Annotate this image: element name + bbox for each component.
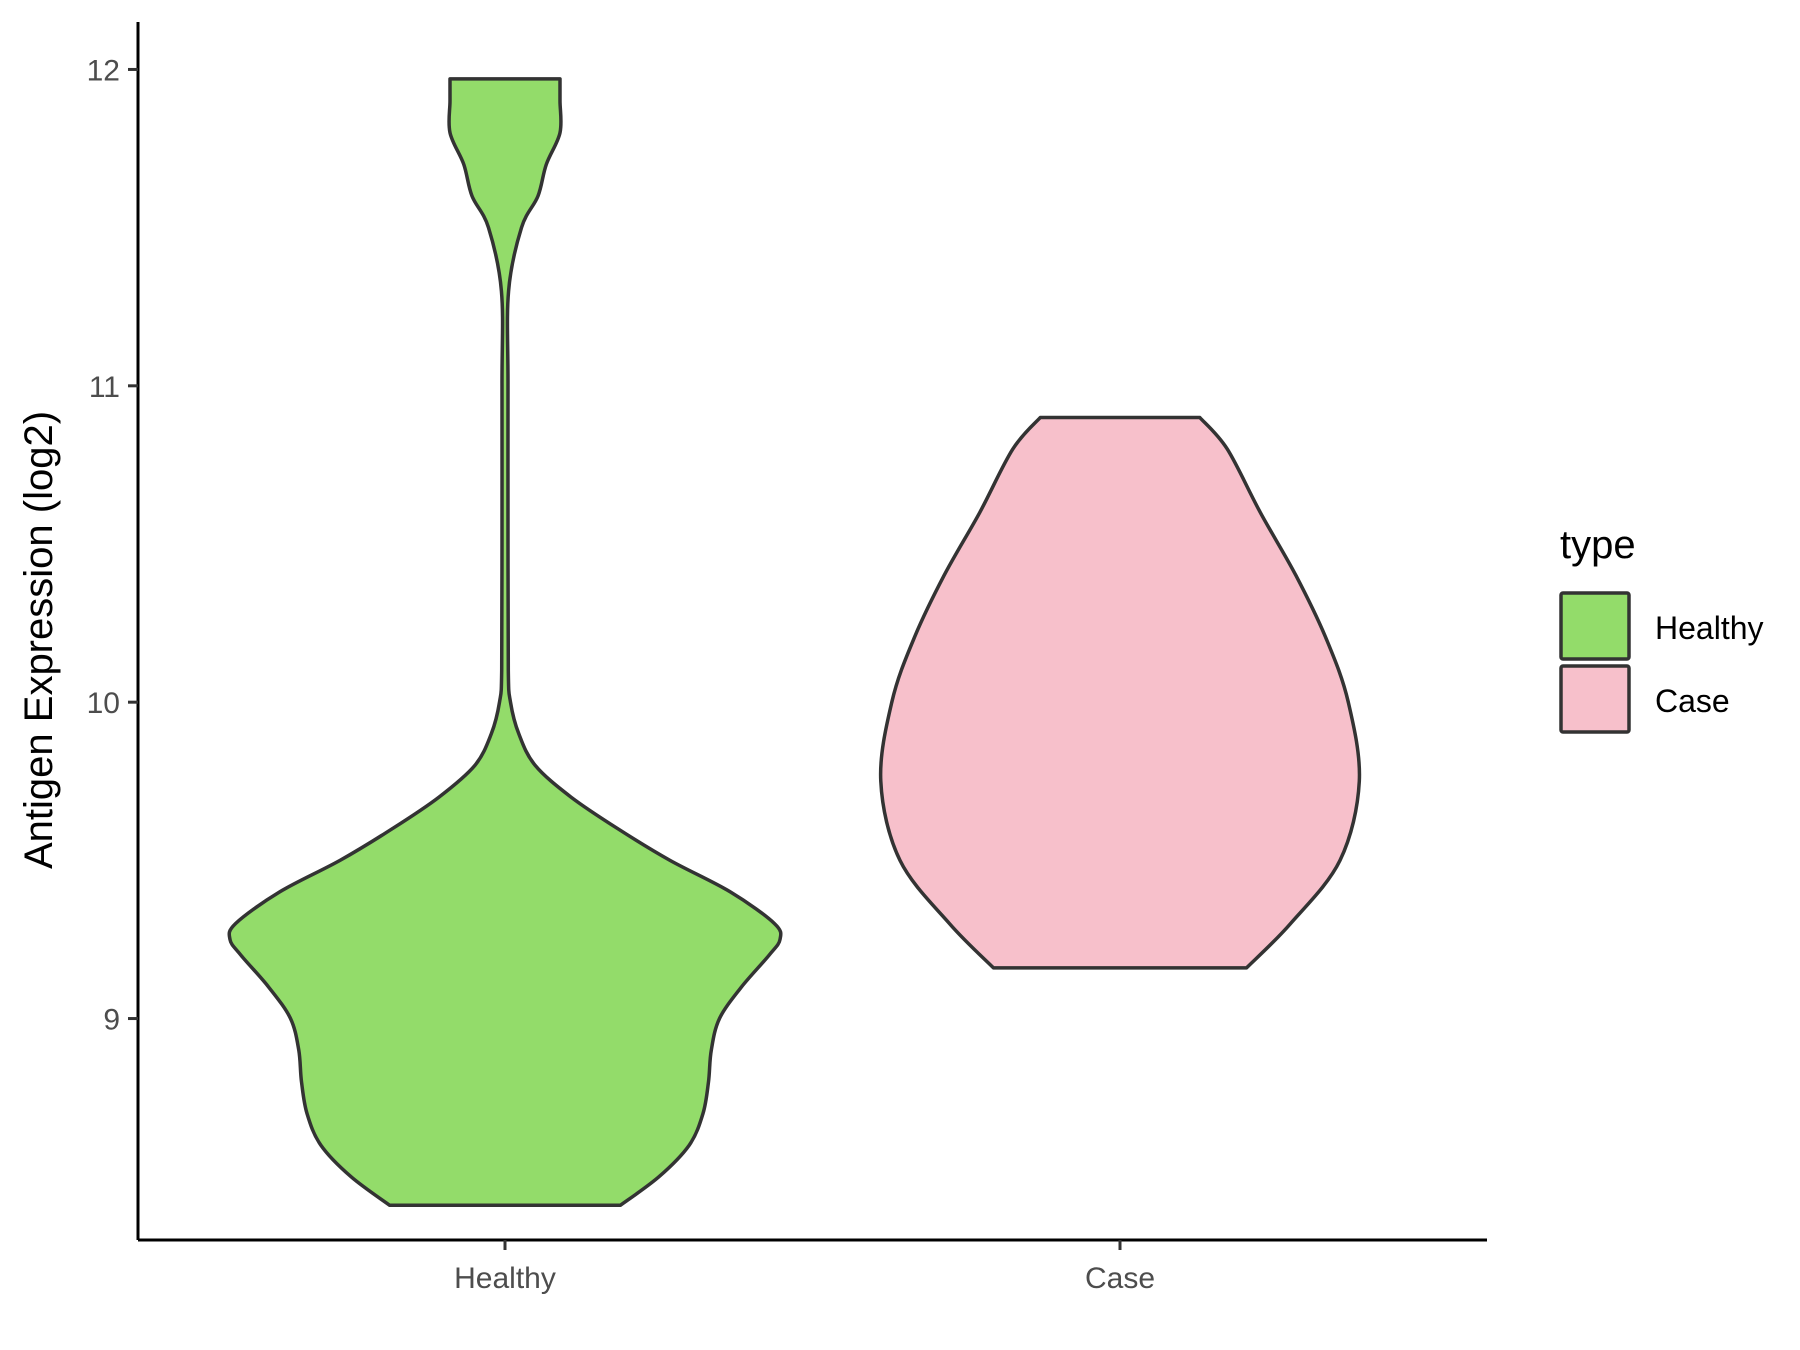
y-tick-label-12: 12 bbox=[87, 54, 120, 87]
plot-area bbox=[227, 77, 1362, 1207]
axes: 9 10 11 12 Healthy Case bbox=[87, 22, 1487, 1295]
y-tick-label-10: 10 bbox=[87, 687, 120, 720]
x-tick-label-case: Case bbox=[1085, 1262, 1155, 1295]
x-tick-label-healthy: Healthy bbox=[454, 1262, 556, 1295]
legend-key-healthy bbox=[1559, 591, 1631, 661]
violin-case bbox=[878, 415, 1362, 970]
legend-label-case: Case bbox=[1655, 683, 1730, 719]
legend-label-healthy: Healthy bbox=[1655, 610, 1764, 646]
y-tick-label-9: 9 bbox=[103, 1004, 120, 1037]
y-tick-label-11: 11 bbox=[89, 371, 120, 404]
legend-key-case bbox=[1559, 664, 1631, 734]
legend-title: type bbox=[1560, 523, 1636, 567]
y-axis-title: Antigen Expression (log2) bbox=[17, 411, 61, 869]
violin-healthy bbox=[227, 77, 783, 1207]
legend: type Healthy Case bbox=[1559, 523, 1764, 734]
